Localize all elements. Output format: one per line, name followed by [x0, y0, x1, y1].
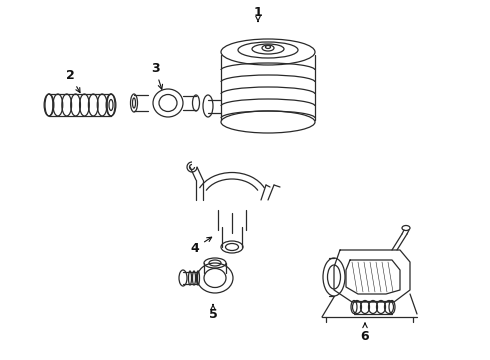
- Text: 1: 1: [254, 5, 262, 21]
- Text: 2: 2: [66, 68, 80, 93]
- Text: 5: 5: [209, 305, 218, 320]
- Text: 3: 3: [151, 62, 163, 89]
- Text: 6: 6: [361, 323, 369, 342]
- Text: 4: 4: [191, 237, 212, 255]
